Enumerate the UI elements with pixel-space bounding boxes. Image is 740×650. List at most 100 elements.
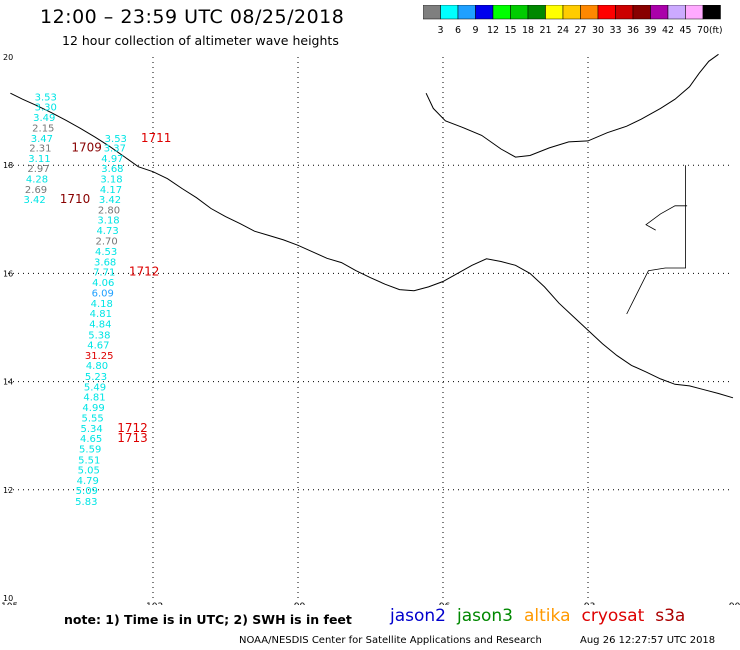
wave-height-value: 4.81 [83, 393, 105, 404]
wave-height-value: 3.18 [100, 175, 122, 186]
legend-unit-label: (ft) [709, 26, 723, 36]
longitude-tick-label: -99 [291, 602, 306, 605]
wave-height-value: 3.49 [33, 113, 55, 124]
generated-timestamp: Aug 26 12:27:57 UTC 2018 [580, 635, 716, 646]
latitude-tick-label: 20 [3, 53, 13, 62]
wave-height-value: 3.53 [105, 134, 127, 145]
legend-bin-label: 42 [662, 25, 674, 36]
pass-time-label: 1710 [60, 192, 91, 206]
mission-legend: jason2 jason3 altika cryosat s3a [390, 606, 696, 626]
border-line [626, 165, 686, 315]
wave-height-value: 5.59 [79, 444, 101, 455]
wave-height-value: 3.18 [97, 216, 119, 227]
pass-time-label: 1711 [141, 131, 172, 145]
wave-height-value: 2.80 [98, 205, 120, 216]
wave-height-value: 2.97 [27, 164, 49, 175]
wave-height-value: 4.06 [92, 278, 114, 289]
footer-note: note: 1) Time is in UTC; 2) SWH is in fe… [64, 612, 352, 627]
mission-label: altika [524, 606, 571, 626]
wave-height-value: 2.69 [25, 185, 47, 196]
wave-height-value: 2.15 [32, 124, 54, 135]
wave-height-color-legend: 3 6 9 12 15 18 21 24 27 30 33 36 39 42 45 70 (ft) [423, 5, 723, 36]
longitude-tick-label: -102 [143, 602, 163, 605]
wave-height-value: 3.37 [104, 144, 126, 155]
wave-height-value: 4.84 [89, 320, 111, 331]
wave-height-value: 4.17 [100, 185, 122, 196]
latitude-tick-label: 18 [3, 161, 13, 170]
wave-height-value: 4.81 [90, 309, 112, 320]
mission-label: cryosat [581, 606, 645, 626]
legend-bin-label: 21 [539, 25, 551, 36]
legend-bin-label: 45 [679, 25, 691, 36]
wave-height-value: 4.53 [95, 247, 117, 258]
legend-bin-label: 3 [437, 25, 443, 36]
pacific-coastline [10, 92, 734, 399]
longitude-tick-label: -90 [726, 602, 740, 605]
legend-bin-label: 33 [609, 25, 621, 36]
longitude-tick-label: -105 [0, 602, 18, 605]
wave-height-value: 3.68 [94, 257, 116, 268]
wave-height-value: 5.83 [75, 497, 97, 508]
legend-bin-label: 6 [455, 25, 461, 36]
legend-bin-label: 27 [574, 25, 586, 36]
wave-height-value: 4.99 [82, 403, 104, 414]
pass-time-label: 1709 [71, 141, 102, 155]
credit-line: NOAA/NESDIS Center for Satellite Applica… [239, 635, 542, 646]
wave-height-value: 3.42 [23, 195, 45, 206]
latitude-tick-label: 12 [3, 486, 13, 495]
legend-bin-label: 18 [522, 25, 534, 36]
pass-time-label: 1713 [117, 431, 148, 445]
wave-height-value: 4.18 [91, 299, 113, 310]
wave-height-value: 5.38 [88, 330, 110, 341]
wave-height-value: 4.28 [26, 175, 48, 186]
wave-height-value: 5.51 [78, 455, 100, 466]
pass-time-label: 1712 [129, 265, 160, 279]
gulf-coastline [425, 53, 719, 158]
wave-height-value: 3.47 [31, 134, 53, 145]
wave-height-map: -105-102-99-96-93-902018161412103.533.30… [0, 53, 740, 605]
longitude-tick-label: -93 [581, 602, 596, 605]
wave-height-value: 5.05 [78, 466, 100, 477]
mission-label: s3a [655, 606, 686, 626]
legend-bin-label: 36 [627, 25, 639, 36]
wave-height-value: 5.34 [81, 424, 103, 435]
wave-height-value: 3.30 [35, 103, 57, 114]
wave-height-value: 4.73 [96, 226, 118, 237]
legend-bin-label: 12 [487, 25, 499, 36]
pass-time-label: 1712 [117, 421, 148, 435]
wave-height-value: 2.31 [29, 144, 51, 155]
wave-height-value: 7.71 [93, 268, 115, 279]
mission-label: jason3 [457, 606, 513, 626]
wave-height-value: 4.79 [77, 476, 99, 487]
legend-bin-label: 30 [592, 25, 604, 36]
wave-height-value: 2.70 [95, 237, 117, 248]
wave-height-value: 4.65 [80, 434, 102, 445]
legend-bin-label: 9 [472, 25, 478, 36]
wave-height-value: 6.09 [92, 289, 114, 300]
wave-height-value: 4.97 [101, 154, 123, 165]
wave-height-value: 5.55 [81, 414, 103, 425]
latitude-tick-label: 14 [3, 378, 13, 387]
legend-bin-label: 15 [504, 25, 516, 36]
wave-height-value: 5.49 [84, 382, 106, 393]
longitude-tick-label: -96 [436, 602, 451, 605]
legend-swatch [702, 5, 721, 20]
wave-height-value: 3.11 [28, 154, 50, 165]
wave-height-value: 3.53 [35, 92, 57, 103]
mission-label: jason2 [390, 606, 446, 626]
wave-height-value: 4.80 [86, 361, 108, 372]
wave-height-value: 31.25 [85, 351, 114, 362]
latitude-tick-label: 16 [3, 269, 13, 278]
map-title: 12:00 – 23:59 UTC 08/25/2018 [40, 6, 345, 28]
wave-height-value: 3.68 [101, 164, 123, 175]
latitude-tick-label: 10 [3, 594, 13, 603]
legend-bin-label: 70 [697, 25, 709, 36]
border-line [645, 205, 688, 231]
wave-height-value: 5.09 [76, 486, 98, 497]
legend-bin-label: 39 [644, 25, 656, 36]
wave-height-value: 3.42 [99, 195, 121, 206]
wave-height-value: 4.67 [87, 341, 109, 352]
wave-height-value: 5.23 [85, 372, 107, 383]
map-subtitle: 12 hour collection of altimeter wave hei… [62, 33, 339, 48]
legend-bin-label: 24 [557, 25, 569, 36]
